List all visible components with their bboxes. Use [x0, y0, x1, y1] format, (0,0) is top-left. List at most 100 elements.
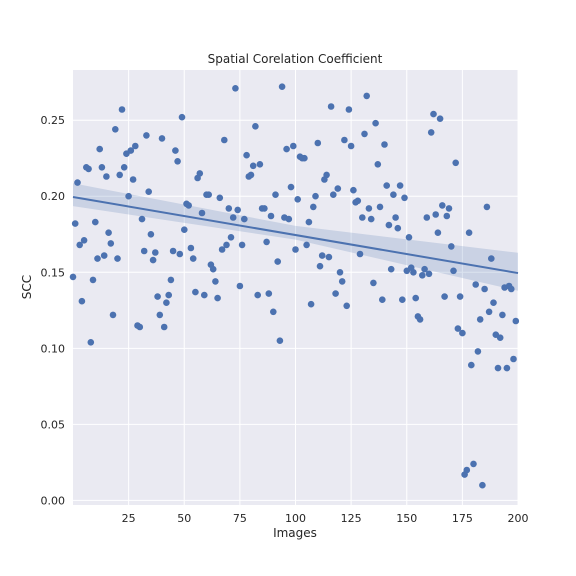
- data-point: [283, 145, 290, 153]
- data-point: [327, 103, 335, 110]
- data-point: [218, 246, 226, 253]
- data-point: [158, 135, 166, 142]
- data-point: [209, 265, 217, 273]
- data-point: [421, 265, 428, 273]
- data-point: [103, 173, 110, 180]
- data-point: [474, 348, 482, 355]
- data-point: [423, 214, 431, 221]
- data-point: [454, 325, 462, 332]
- data-point: [172, 147, 179, 154]
- data-point: [270, 308, 277, 316]
- data-point: [125, 192, 132, 200]
- data-point: [499, 311, 506, 319]
- data-point: [165, 291, 172, 299]
- data-point: [445, 205, 453, 212]
- data-point: [118, 106, 126, 113]
- data-point: [238, 241, 246, 249]
- data-point: [287, 183, 295, 191]
- data-point: [285, 215, 293, 223]
- data-point: [225, 205, 233, 212]
- data-point: [247, 171, 255, 179]
- data-point: [196, 170, 204, 177]
- data-point: [450, 267, 457, 275]
- data-point: [94, 255, 101, 262]
- data-point: [292, 246, 299, 253]
- data-point: [87, 339, 95, 346]
- data-point: [152, 249, 159, 256]
- data-point: [192, 288, 199, 296]
- data-point: [265, 290, 273, 297]
- data-point: [274, 258, 282, 265]
- data-point: [107, 240, 115, 247]
- data-point: [252, 123, 259, 130]
- data-point: [198, 209, 206, 217]
- data-point: [338, 278, 346, 285]
- data-point: [430, 110, 437, 118]
- data-point: [441, 293, 448, 300]
- data-point: [367, 215, 375, 223]
- data-point: [316, 262, 324, 270]
- x-tick-label: 175: [452, 512, 473, 525]
- data-point: [85, 165, 92, 173]
- data-point: [452, 159, 460, 167]
- data-point: [481, 285, 488, 293]
- data-point: [412, 294, 420, 302]
- data-point: [236, 282, 244, 290]
- data-point: [468, 361, 475, 369]
- data-point: [232, 85, 239, 92]
- data-point: [494, 364, 502, 372]
- data-point: [443, 212, 451, 220]
- data-point: [372, 119, 379, 127]
- data-point: [303, 241, 310, 249]
- data-point: [401, 194, 408, 202]
- data-point: [483, 203, 491, 211]
- data-point: [92, 218, 99, 226]
- data-point: [143, 132, 150, 139]
- x-tick-label: 125: [341, 512, 362, 525]
- y-tick-label: 0.25: [41, 114, 66, 127]
- data-point: [98, 164, 106, 171]
- data-point: [216, 194, 224, 202]
- y-tick-label: 0.20: [41, 190, 66, 203]
- data-point: [465, 229, 473, 236]
- data-point: [341, 136, 348, 144]
- data-point: [359, 214, 366, 221]
- data-point: [169, 247, 177, 255]
- data-point: [132, 142, 139, 150]
- data-point: [374, 161, 382, 168]
- data-point: [294, 196, 302, 203]
- x-tick-label: 50: [177, 512, 191, 525]
- data-point: [89, 276, 97, 284]
- data-point: [508, 285, 515, 293]
- data-point: [459, 329, 466, 337]
- data-point: [241, 215, 248, 223]
- data-point: [276, 337, 284, 345]
- data-point: [80, 237, 88, 244]
- data-point: [432, 211, 440, 218]
- data-point: [212, 278, 219, 285]
- data-point: [214, 294, 221, 302]
- data-point: [310, 203, 317, 211]
- data-point: [301, 154, 308, 162]
- data-point: [448, 243, 455, 250]
- data-point: [356, 250, 364, 258]
- data-point: [272, 191, 279, 198]
- x-tick-label: 25: [122, 512, 136, 525]
- data-point: [312, 192, 319, 200]
- data-point: [396, 182, 404, 189]
- data-point: [187, 244, 195, 252]
- data-point: [185, 202, 192, 209]
- data-point: [439, 202, 446, 209]
- data-point: [78, 297, 86, 305]
- data-point: [383, 182, 391, 189]
- data-point: [330, 191, 337, 198]
- data-point: [394, 224, 402, 232]
- data-point: [307, 300, 315, 308]
- data-point: [256, 161, 264, 168]
- data-point: [325, 253, 333, 261]
- data-point: [392, 214, 399, 221]
- data-point: [436, 115, 444, 122]
- data-point: [370, 279, 377, 287]
- data-point: [343, 302, 351, 310]
